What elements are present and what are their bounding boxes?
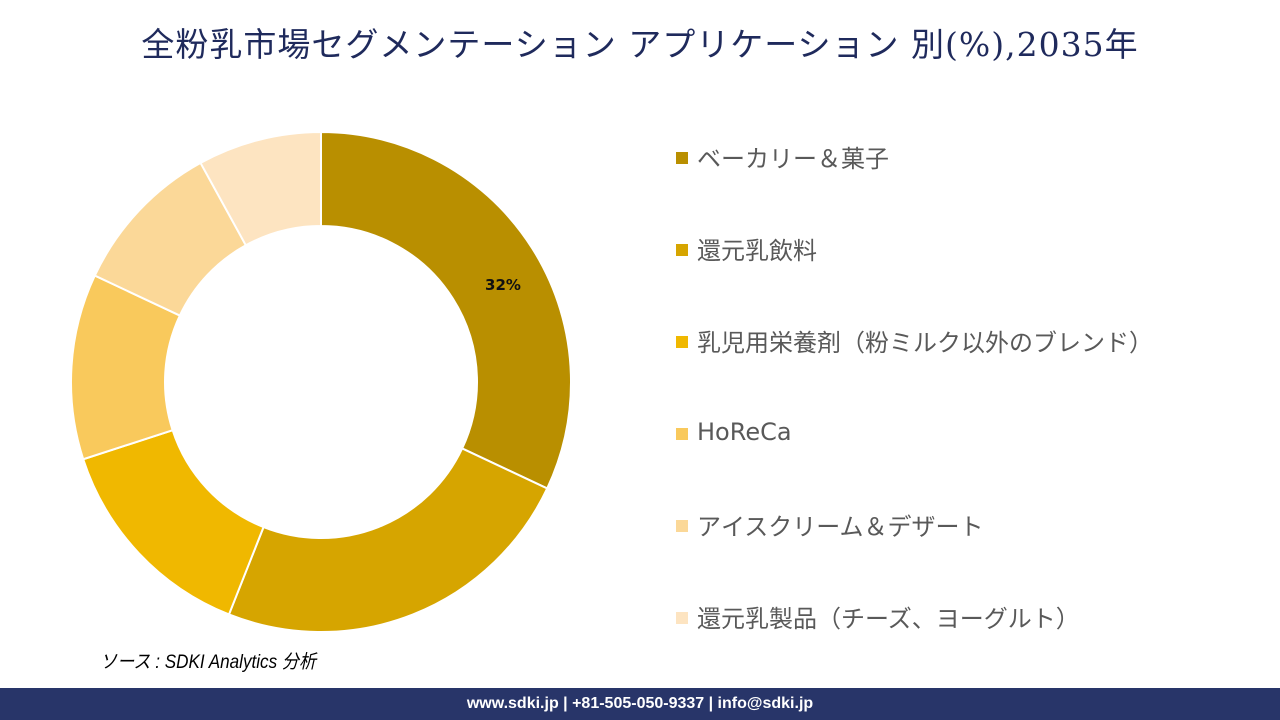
donut-chart: 32%	[60, 120, 590, 645]
legend-item: アイスクリーム＆デザート	[676, 506, 1153, 542]
donut-svg: 32%	[70, 130, 572, 633]
legend-swatch	[676, 428, 688, 440]
donut-slice	[199, 130, 322, 247]
legend-swatch	[676, 520, 688, 532]
donut-slice	[320, 130, 572, 490]
legend-label: 乳児用栄養剤（粉ミルク以外のブレンド）	[697, 328, 1153, 357]
legend: ベーカリー＆菓子 還元乳飲料 乳児用栄養剤（粉ミルク以外のブレンド） HoReC…	[676, 138, 1153, 690]
legend-item: 還元乳製品（チーズ、ヨーグルト）	[676, 598, 1153, 634]
legend-swatch	[676, 612, 688, 624]
source-note: ソース : SDKI Analytics 分析	[100, 652, 317, 673]
legend-swatch	[676, 244, 688, 256]
legend-item: 還元乳飲料	[676, 230, 1153, 266]
donut-slice	[81, 428, 265, 616]
legend-item: HoReCa	[676, 414, 1153, 450]
legend-item: 乳児用栄養剤（粉ミルク以外のブレンド）	[676, 322, 1153, 358]
legend-item: ベーカリー＆菓子	[676, 138, 1153, 174]
legend-swatch	[676, 152, 688, 164]
footer-contact: www.sdki.jp | +81-505-050-9337 | info@sd…	[0, 688, 1280, 720]
legend-label: 還元乳飲料	[697, 236, 817, 265]
legend-label: 還元乳製品（チーズ、ヨーグルト）	[697, 604, 1080, 633]
donut-slice	[227, 447, 549, 633]
legend-label: ベーカリー＆菓子	[697, 144, 889, 173]
legend-label: HoReCa	[697, 418, 792, 446]
chart-title: 全粉乳市場セグメンテーション アプリケーション 別(%),2035年	[141, 25, 1139, 64]
legend-label: アイスクリーム＆デザート	[697, 512, 984, 541]
data-label: 32%	[485, 276, 521, 294]
legend-swatch	[676, 336, 688, 348]
